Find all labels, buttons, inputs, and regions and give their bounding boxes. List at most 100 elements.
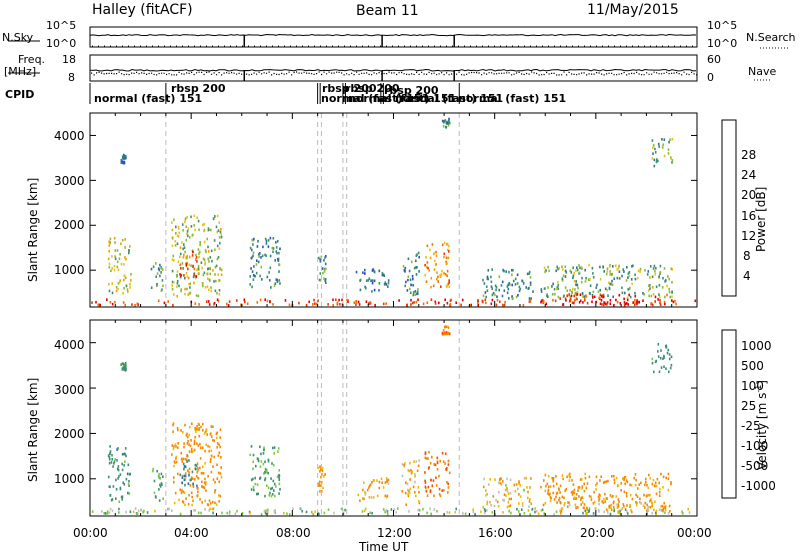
velocity-cell xyxy=(432,479,435,482)
power-cell xyxy=(371,279,374,282)
velocity-cell xyxy=(403,463,405,467)
velocity-cell xyxy=(643,493,645,497)
velocity-cell xyxy=(181,489,183,492)
power-cell xyxy=(584,297,586,300)
velocity-cell xyxy=(525,476,527,480)
velocity-cell xyxy=(212,507,215,510)
power-cbar-tick-16: 16 xyxy=(741,209,757,223)
velocity-cell xyxy=(289,513,291,516)
velocity-cell xyxy=(681,510,683,514)
power-cell xyxy=(565,299,567,302)
power-cell xyxy=(435,250,437,254)
power-cell xyxy=(413,301,415,304)
velocity-cell xyxy=(617,511,619,514)
power-cell xyxy=(627,276,629,279)
velocity-cell xyxy=(188,433,190,437)
power-cell xyxy=(213,280,215,283)
velocity-cell xyxy=(108,485,111,488)
velocity-cell xyxy=(622,503,625,506)
power-cell xyxy=(315,302,318,306)
velocity-cell xyxy=(408,491,411,494)
power-cell xyxy=(267,245,270,248)
power-cell xyxy=(203,222,206,226)
velocity-cell xyxy=(270,494,273,498)
velocity-cell xyxy=(363,497,365,501)
power-cell xyxy=(671,137,674,141)
power-cell xyxy=(365,300,368,303)
velocity-cell xyxy=(107,475,110,479)
velocity-cell xyxy=(260,512,263,516)
velocity-cell xyxy=(592,502,595,505)
velocity-cell xyxy=(120,363,122,366)
velocity-cell xyxy=(107,454,110,457)
power-cell xyxy=(204,261,206,265)
power-cell xyxy=(668,140,670,144)
velocity-cell xyxy=(670,355,673,359)
velocity-cell xyxy=(668,370,670,374)
power-cell xyxy=(214,273,216,276)
velocity-cell xyxy=(256,492,258,496)
velocity-cell xyxy=(430,478,432,482)
velocity-cell xyxy=(572,490,574,494)
velocity-cell xyxy=(660,509,663,512)
velocity-cell xyxy=(531,507,534,511)
velocity-cell xyxy=(625,479,628,482)
velocity-cell xyxy=(193,448,196,452)
velocity-cell xyxy=(667,511,670,515)
power-cell xyxy=(208,260,210,263)
power-cell xyxy=(503,289,506,292)
velocity-cell xyxy=(127,463,130,467)
velocity-cell xyxy=(218,500,220,503)
velocity-cell xyxy=(109,445,111,448)
power-cell xyxy=(557,295,560,299)
velocity-cell xyxy=(117,477,119,480)
velocity-cell xyxy=(180,491,183,495)
power-cell xyxy=(172,281,175,284)
velocity-cell xyxy=(270,487,272,491)
velocity-cell xyxy=(588,475,591,479)
power-cell xyxy=(618,264,620,268)
power-cell xyxy=(207,245,209,249)
velocity-cell xyxy=(585,486,588,490)
power-cell xyxy=(408,269,411,273)
power-cell xyxy=(128,251,130,255)
velocity-cell xyxy=(168,507,170,511)
velocity-cell xyxy=(185,434,188,437)
power-cell xyxy=(628,274,631,278)
velocity-cell xyxy=(190,439,192,442)
power-cell xyxy=(186,287,188,291)
velocity-cell xyxy=(650,498,652,501)
velocity-cell xyxy=(192,482,194,486)
velocity-cell xyxy=(443,489,445,492)
velocity-cell xyxy=(447,332,449,335)
power-cell xyxy=(443,255,445,259)
velocity-cell xyxy=(642,504,645,508)
power-cell xyxy=(627,288,629,291)
velocity-cell xyxy=(129,472,131,476)
velocity-cell xyxy=(633,476,636,480)
velocity-cell xyxy=(219,436,221,439)
cpid-segment-label: normal (fast) 151 xyxy=(348,92,457,105)
power-cell xyxy=(562,274,565,278)
velocity-cell xyxy=(126,472,129,476)
velocity-cell xyxy=(129,510,132,513)
power-cell xyxy=(649,276,651,279)
power-cell xyxy=(355,299,358,303)
velocity-cell xyxy=(191,503,193,507)
velocity-cell xyxy=(368,496,371,499)
power-cell xyxy=(198,228,200,231)
power-cell xyxy=(484,291,487,294)
velocity-cell xyxy=(395,511,397,514)
power-cell xyxy=(621,286,623,290)
velocity-cell xyxy=(418,490,420,494)
power-cell xyxy=(545,302,548,306)
velocity-cell xyxy=(408,489,410,493)
velocity-cell xyxy=(560,501,562,505)
velocity-cell xyxy=(558,498,560,502)
velocity-y-tick-3000: 3000 xyxy=(54,383,85,397)
velocity-cell xyxy=(667,472,670,476)
velocity-cell xyxy=(663,356,665,359)
power-cell xyxy=(557,287,560,290)
velocity-cell xyxy=(324,473,326,476)
power-cell xyxy=(561,277,564,280)
